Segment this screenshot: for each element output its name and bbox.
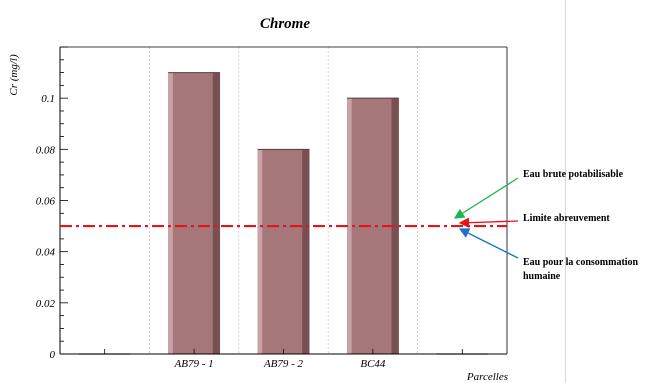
y-tick-label: 0.1 (41, 93, 55, 105)
annotation-eau-brute: Eau brute potabilisable (523, 169, 624, 180)
bar-highlight (168, 72, 173, 354)
bar-bc44 (346, 97, 399, 355)
separator-line (565, 0, 566, 383)
y-tick-label: 0.06 (36, 196, 56, 208)
grid (148, 47, 419, 354)
bar-shadow (302, 149, 310, 354)
arrow-eau-brute (453, 177, 519, 219)
bar-body (257, 149, 310, 354)
chart-title: Chrome (260, 16, 310, 32)
y-axis-label: Cr (mg/l) (8, 54, 20, 96)
bar-shadow (391, 98, 399, 355)
x-axis-label: Parcelles (466, 371, 508, 383)
bar-highlight (257, 149, 263, 354)
x-tick-label: AB79 - 1 (174, 358, 214, 370)
bar-highlight (346, 98, 352, 355)
y-tick-label: 0.08 (36, 144, 56, 156)
annotation-limite: Limite abreuvement (523, 213, 610, 224)
y-tick-label: 0.04 (36, 247, 56, 259)
x-ticks: AB79 - 1 AB79 - 2 BC44 (104, 349, 463, 370)
x-tick-label: AB79 - 2 (263, 358, 304, 370)
bars (78, 72, 489, 355)
annotation-eau-consommation: Eau pour la consommation humaine (523, 257, 641, 282)
y-tick-label: 0.02 (36, 298, 56, 310)
arrow-eau-consommation (458, 228, 519, 259)
annotations: Eau brute potabilisable Limite abreuveme… (453, 169, 641, 282)
bar-shadow (212, 72, 221, 354)
y-tick-label: 0 (50, 349, 56, 361)
y-ticks: 0 0.02 0.04 0.06 0.08 0.1 (36, 46, 68, 361)
bar-ab79-2 (257, 148, 310, 354)
arrow-limite (458, 217, 519, 228)
x-tick-label: BC44 (360, 358, 386, 370)
bar-body (168, 72, 221, 354)
bar-ab79-1 (168, 72, 221, 354)
